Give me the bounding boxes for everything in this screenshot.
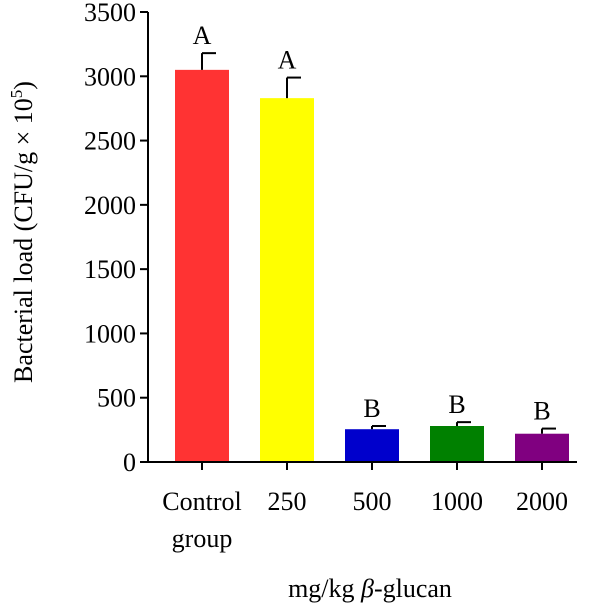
significance-label: B bbox=[448, 390, 465, 419]
x-tick-label-line: 2000 bbox=[516, 487, 568, 516]
x-tick-label: 250 bbox=[268, 487, 307, 516]
significance-label: A bbox=[193, 21, 212, 50]
y-tick-label: 2500 bbox=[84, 127, 136, 156]
x-axis-title: mg/kg β-glucan bbox=[288, 574, 452, 603]
x-axis-title-suffix: -glucan bbox=[374, 574, 452, 603]
y-tick-label: 500 bbox=[97, 384, 136, 413]
x-tick-label: 500 bbox=[353, 487, 392, 516]
bar bbox=[430, 426, 484, 462]
y-axis-title-end: ) bbox=[9, 81, 38, 90]
significance-label: B bbox=[363, 394, 380, 423]
y-axis-title: Bacterial load (CFU/g × 105) bbox=[7, 81, 38, 383]
bar bbox=[175, 69, 229, 462]
x-axis-title-italic: β bbox=[360, 574, 374, 603]
y-tick-label: 1000 bbox=[84, 319, 136, 348]
y-tick-label: 2000 bbox=[84, 191, 136, 220]
x-tick-label-line: 250 bbox=[268, 487, 307, 516]
x-tick-label: 1000 bbox=[431, 487, 483, 516]
y-axis-title-main: Bacterial load (CFU/g × 10 bbox=[9, 98, 38, 383]
bars: A A B B B bbox=[175, 21, 569, 463]
significance-label: A bbox=[278, 46, 297, 75]
y-axis: 0 500 1000 1500 2000 2500 3000 3500 bbox=[84, 0, 149, 477]
x-tick-label: 2000 bbox=[516, 487, 568, 516]
bar bbox=[260, 98, 314, 463]
significance-label: B bbox=[533, 397, 550, 426]
bar bbox=[515, 433, 569, 462]
y-tick-label: 1500 bbox=[84, 255, 136, 284]
x-axis: Control group 250 500 1000 2000 bbox=[147, 461, 577, 553]
y-tick-label: 0 bbox=[123, 448, 136, 477]
x-tick-label-line: 500 bbox=[353, 487, 392, 516]
x-tick-label-line: 1000 bbox=[431, 487, 483, 516]
x-tick-label-line: Control bbox=[162, 487, 241, 516]
y-tick-label: 3500 bbox=[84, 0, 136, 27]
y-tick-label: 3000 bbox=[84, 62, 136, 91]
x-tick-label-line: group bbox=[172, 524, 233, 553]
bar bbox=[345, 429, 399, 462]
x-axis-title-prefix: mg/kg bbox=[288, 574, 361, 603]
x-tick-label: Control group bbox=[162, 487, 241, 553]
y-axis-title-sup: 5 bbox=[7, 90, 26, 99]
